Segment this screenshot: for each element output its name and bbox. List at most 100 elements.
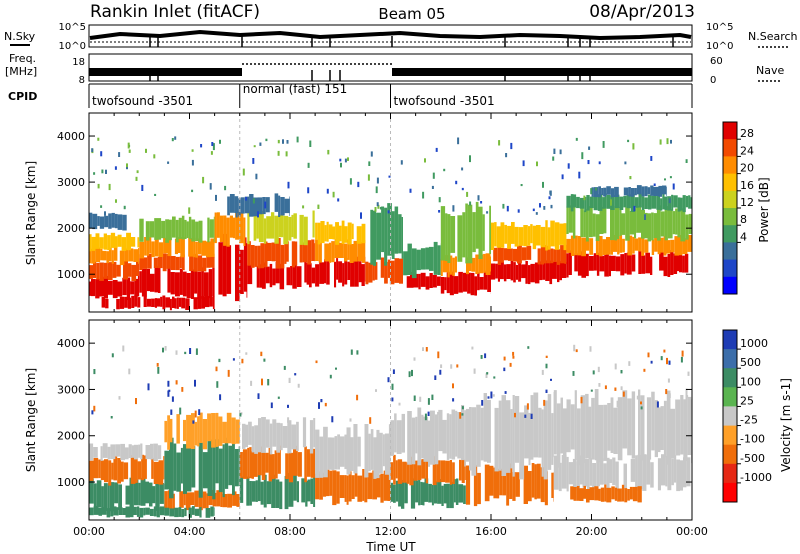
power-data-cell: [387, 203, 392, 256]
velocity-colorbar-tick-label: -100: [740, 433, 765, 446]
power-data-cell: [491, 222, 495, 250]
power-data-cell: [124, 248, 129, 262]
velocity-data-cell: [370, 429, 374, 470]
power-data-cell: [634, 208, 637, 239]
power-data-cell: [411, 248, 417, 279]
power-data-cell: [644, 197, 648, 209]
power-data-cell: [672, 211, 676, 235]
freq-panel-frame: [88, 53, 693, 82]
power-data-cell: [100, 248, 103, 261]
freq-panel: Freq. [MHz] 18 8 60 0 Nave: [5, 52, 784, 86]
power-data-band: [315, 220, 366, 245]
power-echo-dot: [153, 154, 156, 159]
power-data-cell: [589, 196, 594, 209]
power-data-cell: [518, 260, 522, 282]
power-data-cell: [662, 185, 667, 195]
velocity-data-cell: [194, 508, 200, 516]
velocity-data-band: [89, 454, 165, 486]
velocity-echo-dot: [573, 344, 576, 352]
power-echo-dot: [387, 210, 390, 214]
power-echo-dot: [285, 151, 288, 157]
velocity-echo-dot: [375, 389, 377, 392]
velocity-data-cell: [384, 433, 389, 475]
velocity-data-cell: [432, 456, 437, 486]
velocity-data-cell: [118, 507, 123, 515]
power-data-cell: [580, 205, 584, 238]
power-echo-dot: [126, 163, 128, 169]
velocity-data-cell: [671, 458, 674, 486]
power-echo-dot: [105, 169, 107, 174]
power-echo-dot: [502, 203, 505, 209]
velocity-echo-dot: [614, 363, 617, 370]
velocity-echo-dot: [218, 358, 221, 363]
power-data-cell: [149, 221, 155, 238]
velocity-data-cell: [357, 436, 361, 467]
power-data-cell: [93, 261, 97, 279]
velocity-data-cell: [465, 408, 470, 462]
power-echo-dot: [340, 162, 342, 168]
power-data-cell: [391, 211, 395, 259]
velocity-data-cell: [383, 470, 388, 501]
velocity-echo-dot: [194, 410, 197, 418]
power-data-cell: [106, 251, 109, 264]
power-echo-dot: [469, 201, 472, 206]
velocity-data-cell: [630, 458, 636, 482]
power-data-cell: [121, 237, 127, 251]
velocity-data-cell: [332, 470, 337, 506]
power-data-cell: [512, 248, 517, 262]
velocity-echo-dot: [413, 357, 416, 361]
power-echo-dot: [633, 205, 636, 212]
power-data-cell: [257, 197, 263, 215]
velocity-colorbar-swatch: [723, 330, 737, 350]
velocity-data-cell: [660, 406, 664, 450]
velocity-echo-dot: [324, 402, 327, 407]
power-data-cell: [682, 195, 686, 213]
velocity-data-cell: [183, 444, 187, 494]
power-data-cell: [176, 297, 179, 309]
nave-tick-low: 0: [710, 75, 716, 86]
velocity-data-cell: [106, 508, 111, 518]
velocity-data-band: [570, 484, 642, 503]
velocity-data-cell: [501, 395, 506, 476]
power-data-cell: [656, 205, 661, 241]
power-data-cell: [638, 251, 642, 274]
power-data-cell: [347, 222, 352, 245]
velocity-echo-dot: [167, 390, 170, 397]
power-data-cell: [193, 253, 198, 272]
power-echo-dot: [602, 141, 605, 148]
power-data-cell: [139, 271, 142, 293]
power-data-cell: [280, 197, 285, 216]
velocity-data-cell: [107, 446, 111, 460]
power-data-band: [566, 193, 692, 213]
velocity-data-cell: [506, 400, 511, 473]
power-data-cell: [560, 245, 565, 264]
velocity-data-cell: [178, 507, 182, 517]
power-data-cell: [247, 241, 251, 266]
power-data-band: [89, 276, 140, 301]
velocity-ytick-label: 4000: [57, 337, 85, 350]
power-ytick-label: 4000: [57, 130, 85, 143]
power-data-cell: [139, 254, 143, 271]
power-data-cell: [261, 262, 266, 289]
velocity-echo-dot: [118, 396, 121, 400]
velocity-data-cell: [446, 413, 450, 460]
power-echo-dot: [136, 170, 139, 174]
power-data-cell: [651, 195, 657, 209]
power-data-cell: [181, 254, 185, 271]
velocity-data-cell: [673, 455, 677, 483]
power-data-cell: [501, 247, 504, 263]
velocity-data-cell: [493, 467, 497, 499]
velocity-data-cell: [135, 458, 138, 483]
velocity-data-cell: [249, 447, 252, 479]
power-data-cell: [108, 213, 112, 229]
power-data-cell: [326, 261, 330, 285]
velocity-echo-dot: [349, 418, 352, 422]
cpid-label: CPID: [8, 90, 37, 103]
velocity-data-cell: [477, 472, 481, 505]
power-colorbar-tick-label: 28: [740, 127, 754, 140]
power-data-cell: [440, 206, 446, 261]
power-data-cell: [685, 214, 689, 240]
power-data-cell: [157, 256, 163, 269]
velocity-echo-dot: [656, 401, 659, 408]
